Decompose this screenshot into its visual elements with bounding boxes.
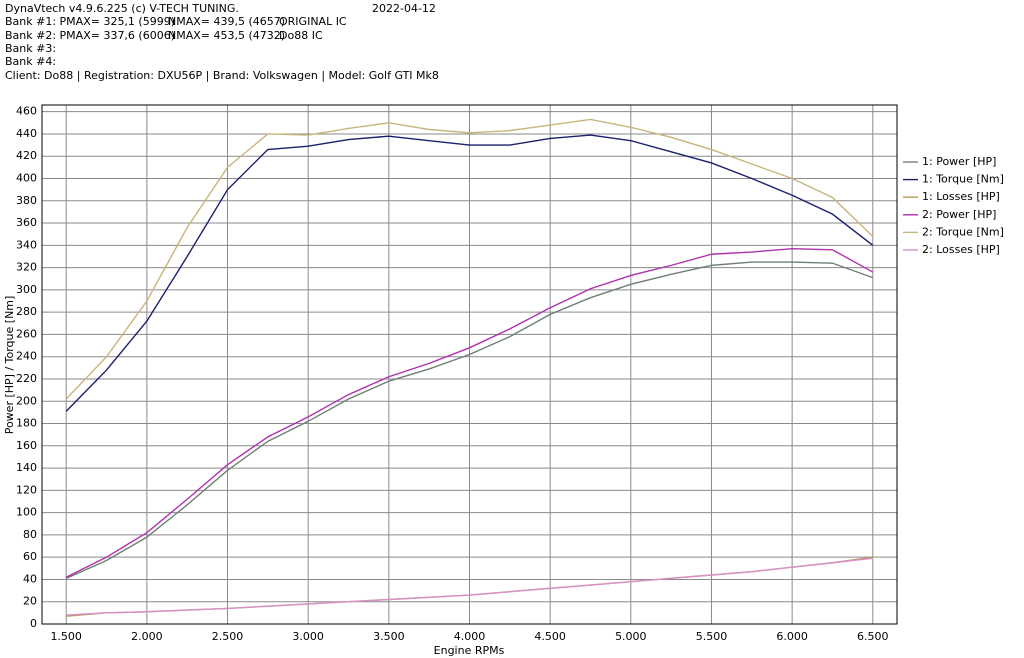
x-tick-label: 5.000 bbox=[615, 630, 647, 643]
x-tick-label: 6.000 bbox=[776, 630, 808, 643]
x-tick-label: 2.000 bbox=[131, 630, 163, 643]
series-line bbox=[65, 247, 874, 578]
series-line bbox=[65, 134, 874, 412]
legend-label: 1: Torque [Nm] bbox=[922, 173, 1004, 186]
legend-label: 1: Losses [HP] bbox=[922, 190, 1000, 203]
bank-info: NMAX= 453,5 (4732) bbox=[168, 29, 285, 42]
bank-info: Bank #1: PMAX= 325,1 (5999) bbox=[5, 15, 175, 28]
y-axis-title: Power [HP] / Torque [Nm] bbox=[3, 296, 16, 435]
legend-label: 1: Power [HP] bbox=[922, 155, 996, 168]
legend-label: 2: Torque [Nm] bbox=[922, 225, 1004, 238]
x-axis-title: Engine RPMs bbox=[434, 644, 505, 657]
y-tick-label: 360 bbox=[16, 216, 37, 229]
x-tick-label: 3.000 bbox=[292, 630, 324, 643]
series-line bbox=[65, 118, 874, 400]
y-tick-label: 60 bbox=[23, 550, 37, 563]
y-tick-label: 100 bbox=[16, 506, 37, 519]
x-tick-label: 4.500 bbox=[534, 630, 566, 643]
y-tick-label: 140 bbox=[16, 461, 37, 474]
bank-info: Bank #3: bbox=[5, 42, 56, 55]
y-tick-label: 160 bbox=[16, 439, 37, 452]
y-tick-label: 220 bbox=[16, 372, 37, 385]
bank-info: NMAX= 439,5 (4657) bbox=[168, 15, 285, 28]
y-tick-label: 40 bbox=[23, 572, 37, 585]
x-tick-label: 3.500 bbox=[373, 630, 405, 643]
legend-label: 2: Power [HP] bbox=[922, 208, 996, 221]
y-tick-label: 280 bbox=[16, 305, 37, 318]
y-tick-label: 200 bbox=[16, 394, 37, 407]
y-tick-label: 420 bbox=[16, 149, 37, 162]
series-line bbox=[66, 557, 873, 616]
header-title: DynaVtech v4.9.6.225 (c) V-TECH TUNING. bbox=[5, 2, 239, 15]
x-tick-label: 6.500 bbox=[857, 630, 889, 643]
y-tick-label: 180 bbox=[16, 417, 37, 430]
header-date: 2022-04-12 bbox=[372, 2, 436, 15]
x-tick-label: 5.500 bbox=[696, 630, 728, 643]
y-tick-label: 440 bbox=[16, 127, 37, 140]
legend-label: 2: Losses [HP] bbox=[922, 243, 1000, 256]
bank-info: Bank #2: PMAX= 337,6 (6006) bbox=[5, 29, 175, 42]
y-tick-label: 0 bbox=[30, 617, 37, 630]
y-tick-label: 260 bbox=[16, 327, 37, 340]
y-tick-label: 120 bbox=[16, 483, 37, 496]
y-tick-label: 400 bbox=[16, 172, 37, 185]
y-tick-label: 320 bbox=[16, 261, 37, 274]
y-tick-label: 380 bbox=[16, 194, 37, 207]
series-line bbox=[65, 261, 874, 579]
y-tick-label: 80 bbox=[23, 528, 37, 541]
y-tick-label: 20 bbox=[23, 595, 37, 608]
y-tick-label: 460 bbox=[16, 105, 37, 118]
y-tick-label: 300 bbox=[16, 283, 37, 296]
y-tick-label: 340 bbox=[16, 238, 37, 251]
x-tick-label: 2.500 bbox=[212, 630, 244, 643]
x-tick-label: 1.500 bbox=[50, 630, 82, 643]
bank-info: ORIGINAL IC bbox=[279, 15, 347, 28]
y-tick-label: 240 bbox=[16, 350, 37, 363]
client-info: Client: Do88 | Registration: DXU56P | Br… bbox=[5, 69, 439, 82]
bank-info: Bank #4: bbox=[5, 55, 56, 68]
x-tick-label: 4.000 bbox=[454, 630, 486, 643]
plot-border bbox=[41, 104, 898, 625]
bank-info: Do88 IC bbox=[279, 29, 323, 42]
